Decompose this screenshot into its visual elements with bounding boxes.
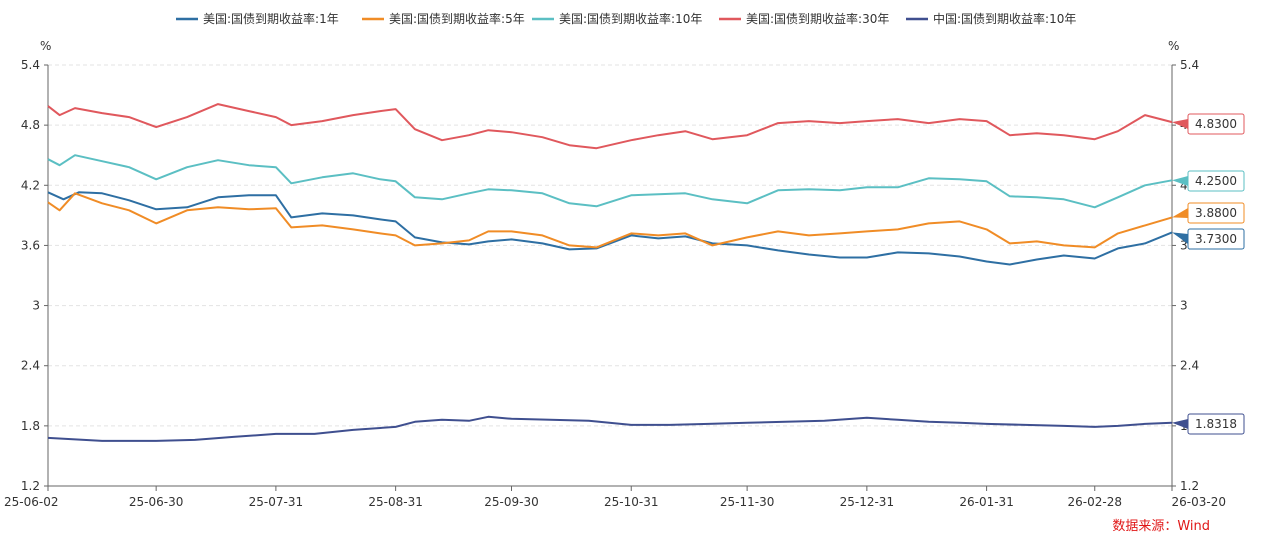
x-tick-label: 26-03-20 xyxy=(1172,495,1226,509)
x-tick-label: 25-06-30 xyxy=(129,495,183,509)
x-tick-label: 26-02-28 xyxy=(1068,495,1122,509)
y-tick-label-left: 5.4 xyxy=(21,58,40,72)
series-line xyxy=(47,415,1173,442)
legend-item-label: 美国:国债到期收益率:5年 xyxy=(389,11,525,26)
last-value-label: 4.2500 xyxy=(1195,174,1237,188)
last-value-label: 1.8318 xyxy=(1195,417,1237,431)
last-value-pointer xyxy=(1172,176,1188,186)
y-tick-label-left: 1.8 xyxy=(21,419,40,433)
legend-item-label: 美国:国债到期收益率:1年 xyxy=(203,11,339,26)
left-axis-unit: % xyxy=(40,39,51,53)
y-tick-label-left: 2.4 xyxy=(21,359,40,373)
last-value-box xyxy=(1187,228,1245,250)
right-axis-unit: % xyxy=(1168,39,1179,53)
y-tick-label-left: 3 xyxy=(32,299,40,313)
last-value-pointer xyxy=(1172,419,1188,429)
last-value-label: 3.8800 xyxy=(1195,206,1237,220)
x-tick-label: 26-01-31 xyxy=(959,495,1013,509)
series-line xyxy=(47,154,1173,209)
last-value-pointer xyxy=(1172,208,1188,218)
y-tick-label-left: 1.2 xyxy=(21,479,40,493)
y-tick-label-right: 5.4 xyxy=(1180,58,1199,72)
last-value-tags: 3.7300 3.8800 4.2500 4.8300 1.8318 xyxy=(1172,113,1245,435)
series-line xyxy=(47,191,1173,266)
last-value-box xyxy=(1187,413,1245,435)
x-tick-label: 25-07-31 xyxy=(249,495,303,509)
last-value-pointer xyxy=(1172,119,1188,129)
legend-item-label: 美国:国债到期收益率:30年 xyxy=(746,11,889,26)
y-tick-label-left: 3.6 xyxy=(21,238,40,252)
x-tick-label: 25-12-31 xyxy=(840,495,894,509)
legend-item-label: 美国:国债到期收益率:10年 xyxy=(559,11,702,26)
axes: 1.21.21.81.82.42.4333.63.64.24.24.84.85.… xyxy=(4,58,1226,509)
x-tick-label: 25-11-30 xyxy=(720,495,774,509)
x-tick-label: 25-09-30 xyxy=(484,495,538,509)
y-tick-label-right: 2.4 xyxy=(1180,359,1199,373)
last-value-box xyxy=(1187,202,1245,224)
last-value-box xyxy=(1187,170,1245,192)
gridlines xyxy=(48,64,1172,427)
y-tick-label-right: 3 xyxy=(1180,299,1188,313)
y-tick-label-left: 4.8 xyxy=(21,118,40,132)
series-lines xyxy=(47,103,1173,442)
last-value-label: 4.8300 xyxy=(1195,117,1237,131)
series-line xyxy=(47,192,1173,249)
y-tick-label-right: 1.2 xyxy=(1180,479,1199,493)
series-line xyxy=(47,103,1173,150)
x-tick-label: 25-06-02 xyxy=(4,495,58,509)
chart-legend: 美国:国债到期收益率:1年 美国:国债到期收益率:5年 美国:国债到期收益率:10年… xyxy=(176,11,1076,26)
last-value-box xyxy=(1187,113,1245,135)
data-source-note: 数据来源：Wind xyxy=(1112,519,1210,534)
y-tick-label-left: 4.2 xyxy=(21,178,40,192)
legend-item-label: 中国:国债到期收益率:10年 xyxy=(933,11,1076,26)
last-value-label: 3.7300 xyxy=(1195,232,1237,246)
x-tick-label: 25-08-31 xyxy=(368,495,422,509)
x-tick-label: 25-10-31 xyxy=(604,495,658,509)
last-value-pointer xyxy=(1172,232,1188,244)
